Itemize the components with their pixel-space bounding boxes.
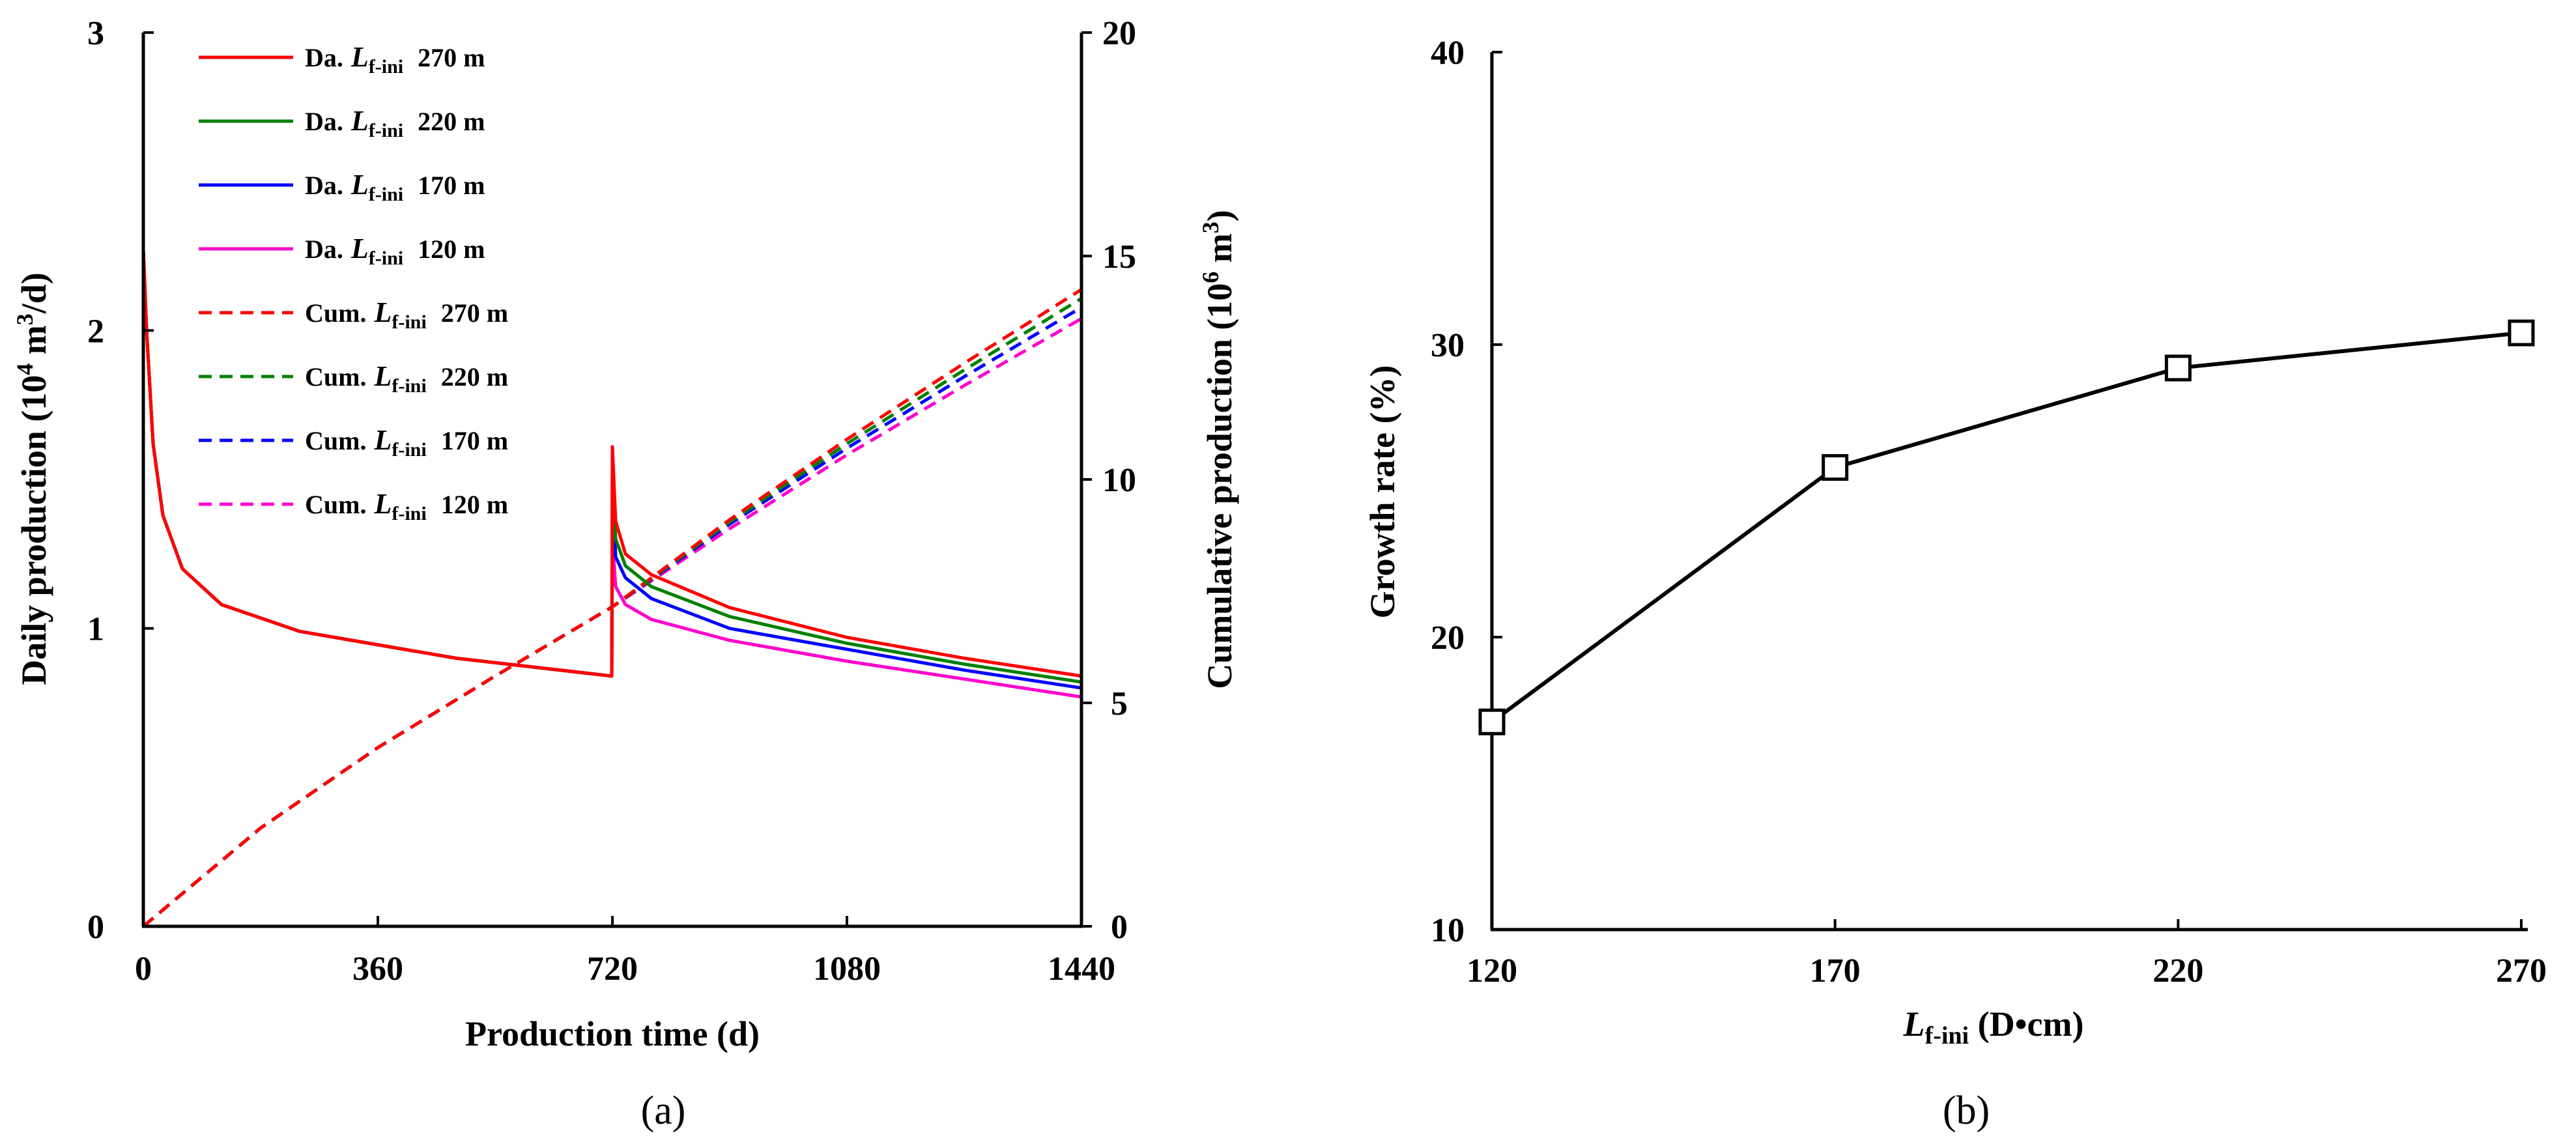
y-right-tick-label: 10	[1102, 462, 1136, 499]
data-point-120	[1478, 708, 1506, 735]
chart-a-x-axis-title: Production time (d)	[465, 1014, 760, 1053]
x-tick-label: 360	[352, 950, 403, 988]
x-tick-label: 220	[2153, 952, 2203, 990]
chart-a-left-axis-title: Daily production (104 m3/d)	[12, 272, 53, 685]
y-tick-label: 10	[1431, 912, 1465, 949]
legend-label: Cum. Lf-ini 220 m	[305, 360, 508, 397]
chart-b-panel-label: (b)	[1943, 1089, 1990, 1133]
y-right-tick-label: 20	[1102, 15, 1136, 52]
x-tick-label: 1440	[1048, 950, 1115, 988]
y-tick-label: 30	[1431, 327, 1465, 364]
y-right-tick-label: 5	[1111, 685, 1128, 722]
chart-a: 0 360 720 1080 1440 0 1 2 3 0 5 10 15 20 Da. Lf-ini 270…	[12, 15, 1239, 1133]
y-tick-label: 40	[1431, 35, 1465, 72]
legend-label: Da. Lf-ini 170 m	[305, 169, 485, 205]
legend-label: Da. Lf-ini 220 m	[305, 105, 485, 141]
growth-rate-line	[1491, 331, 2522, 724]
chart-b-series-layer	[1478, 319, 2535, 735]
legend-label: Cum. Lf-ini 120 m	[305, 488, 508, 524]
data-point-220	[2164, 354, 2192, 382]
y-left-tick-label: 0	[87, 909, 104, 946]
series-line-daily-270m	[141, 249, 1082, 678]
chart-b-x-axis-title: Lf-ini (D•cm)	[1903, 1005, 2084, 1049]
chart-b-ticks: 10 20 30 40 120 170 220 270	[1431, 35, 2547, 990]
y-tick-label: 20	[1431, 620, 1465, 657]
legend-label: Da. Lf-ini 270 m	[305, 41, 485, 78]
x-tick-label: 1080	[813, 950, 881, 988]
y-right-tick-label: 15	[1102, 238, 1136, 276]
chart-a-right-axis-title: Cumulative production (106 m3)	[1197, 210, 1239, 689]
legend-label: Da. Lf-ini 120 m	[305, 233, 485, 269]
chart-a-series-layer	[141, 249, 1083, 928]
x-tick-label: 720	[587, 950, 638, 988]
legend-label: Cum. Lf-ini 270 m	[305, 296, 508, 333]
x-tick-label: 170	[1810, 952, 1861, 990]
chart-a-ticks: 0 360 720 1080 1440 0 1 2 3 0 5 10 15 20	[87, 15, 1136, 988]
y-left-tick-label: 1	[87, 611, 104, 648]
y-left-tick-label: 2	[87, 313, 104, 350]
x-tick-label: 0	[135, 950, 152, 988]
y-left-tick-label: 3	[87, 15, 104, 52]
chart-b-y-axis-title: Growth rate (%)	[1363, 365, 1402, 619]
data-point-170	[1822, 454, 1849, 481]
legend-label: Cum. Lf-ini 170 m	[305, 424, 508, 461]
chart-a-legend: Da. Lf-ini 270 m Da. Lf-ini 220 m Da. Lf-ini 170…	[199, 41, 508, 524]
chart-b: 10 20 30 40 120 170 220 270 Lf-ini (D•cm) Growt…	[1363, 35, 2547, 1133]
x-tick-label: 270	[2496, 952, 2547, 990]
chart-a-panel-label: (a)	[641, 1089, 686, 1133]
y-right-tick-label: 0	[1111, 909, 1128, 946]
data-point-270	[2508, 319, 2535, 347]
x-tick-label: 120	[1467, 952, 1517, 990]
